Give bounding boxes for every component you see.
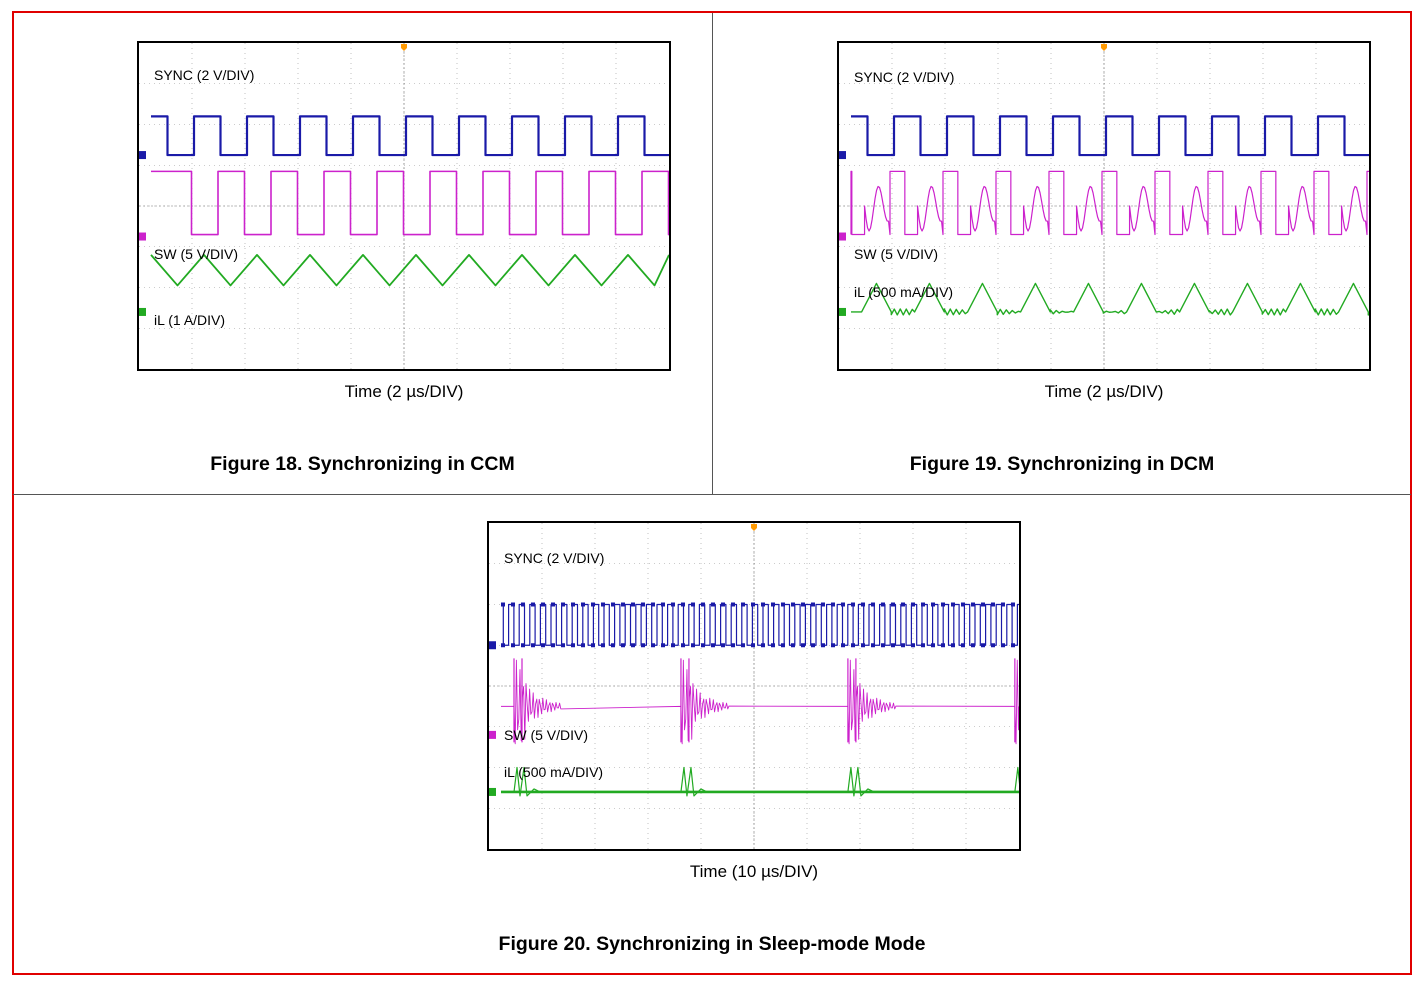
sync-trace — [151, 115, 669, 157]
channel-ground-marker — [839, 232, 846, 241]
il-trace-label: iL (500 mA/DIV) — [504, 764, 604, 780]
sw-trace — [850, 170, 1369, 236]
cell-divider-horizontal — [13, 494, 1411, 495]
channel-ground-marker — [139, 307, 146, 316]
sw-trace — [501, 659, 1019, 745]
channel-ground-marker — [139, 232, 146, 241]
channel-ground-marker — [489, 730, 496, 739]
scope-plot-dcm: SYNC (2 V/DIV) SW (5 V/DIV) iL (500 mA/D… — [837, 41, 1371, 371]
il-trace-label: iL (1 A/DIV) — [154, 312, 226, 328]
sw-trace-label: SW (5 V/DIV) — [154, 246, 239, 262]
cell-divider-vertical — [712, 13, 713, 495]
trigger-marker — [751, 524, 757, 531]
trigger-marker — [401, 44, 407, 51]
figure-caption: Figure 19. Synchronizing in DCM — [909, 453, 1215, 475]
sync-trace — [501, 603, 1019, 646]
sync-trace-label: SYNC (2 V/DIV) — [504, 550, 605, 566]
figure-caption: Figure 18. Synchronizing in CCM — [210, 453, 515, 475]
x-axis-label: Time (10 µs/DIV) — [689, 862, 819, 881]
il-trace-label: iL (500 mA/DIV) — [854, 284, 954, 300]
il-trace — [851, 282, 1369, 316]
scope-plot-sleep: SYNC (2 V/DIV) SW (5 V/DIV) iL (500 mA/D… — [487, 521, 1021, 851]
channel-ground-marker — [839, 307, 846, 316]
x-axis-label: Time (2 µs/DIV) — [1044, 382, 1164, 401]
channel-ground-marker — [139, 151, 146, 160]
scope-plot-ccm: SYNC (2 V/DIV) SW (5 V/DIV) iL (1 A/DIV) — [137, 41, 671, 371]
figure-frame — [12, 11, 1412, 975]
sw-trace-label: SW (5 V/DIV) — [854, 246, 939, 262]
sync-trace-label: SYNC (2 V/DIV) — [154, 67, 255, 83]
figure-caption: Figure 20. Synchronizing in Sleep-mode M… — [498, 933, 926, 955]
sw-trace — [151, 170, 669, 236]
sw-trace-label: SW (5 V/DIV) — [504, 727, 589, 743]
trigger-marker — [1101, 44, 1107, 51]
channel-ground-marker — [489, 641, 496, 650]
il-trace — [150, 254, 669, 287]
channel-ground-marker — [489, 787, 496, 796]
sync-trace — [851, 115, 1369, 157]
sync-trace-label: SYNC (2 V/DIV) — [854, 69, 955, 85]
x-axis-label: Time (2 µs/DIV) — [344, 382, 464, 401]
channel-ground-marker — [839, 151, 846, 160]
